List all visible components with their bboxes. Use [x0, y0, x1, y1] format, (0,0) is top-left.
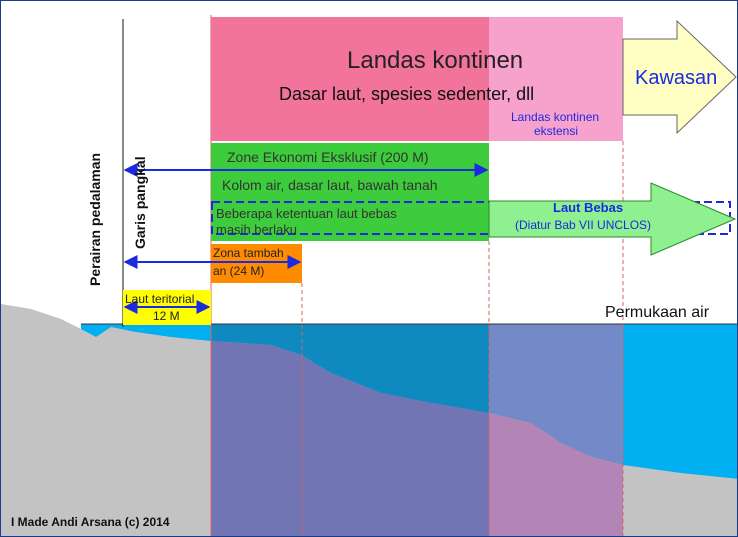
- laut-teritorial-line1: Laut teritorial: [125, 292, 195, 306]
- landas-kontinen-box: [211, 17, 489, 141]
- perairan-pedalaman-label: Perairan pedalaman: [87, 152, 103, 286]
- laut-bebas-note: (Diatur Bab VII UNCLOS): [515, 218, 652, 232]
- kawasan-arrow: [622, 19, 737, 135]
- zee-title: Zone Ekonomi Eksklusif (200 M): [227, 149, 429, 165]
- zona-tambahan-line1: Zona tambah: [213, 246, 284, 260]
- credit-label: I Made Andi Arsana (c) 2014: [11, 515, 170, 529]
- laut-bebas-arrow: [488, 182, 737, 256]
- seabed-overlay-zee: [211, 341, 489, 536]
- zee-scope: Kolom air, dasar laut, bawah tanah: [222, 177, 438, 193]
- zee-note-line2: masih berlaku: [216, 222, 297, 237]
- kawasan-label: Kawasan: [635, 67, 718, 89]
- zee-note-line1: Beberapa ketentuan laut bebas: [216, 206, 397, 221]
- landas-extension-label-line1: Landas kontinen: [511, 110, 600, 124]
- laut-teritorial-line2: 12 M: [153, 309, 180, 323]
- landas-kontinen-subtitle: Dasar laut, spesies sedenter, dll: [279, 84, 535, 104]
- seabed-overlay-extension: [489, 413, 623, 536]
- permukaan-air-label: Permukaan air: [605, 304, 710, 321]
- zona-tambahan-line2: an (24 M): [213, 264, 265, 278]
- landas-kontinen-title: Landas kontinen: [347, 47, 524, 74]
- laut-bebas-title: Laut Bebas: [553, 200, 624, 215]
- zee-box: [211, 143, 489, 241]
- garis-pangkal-label: Garis pangkal: [132, 156, 148, 249]
- landas-extension-label-line2: ekstensi: [534, 124, 579, 138]
- landas-kontinen-extension-box: [489, 17, 623, 141]
